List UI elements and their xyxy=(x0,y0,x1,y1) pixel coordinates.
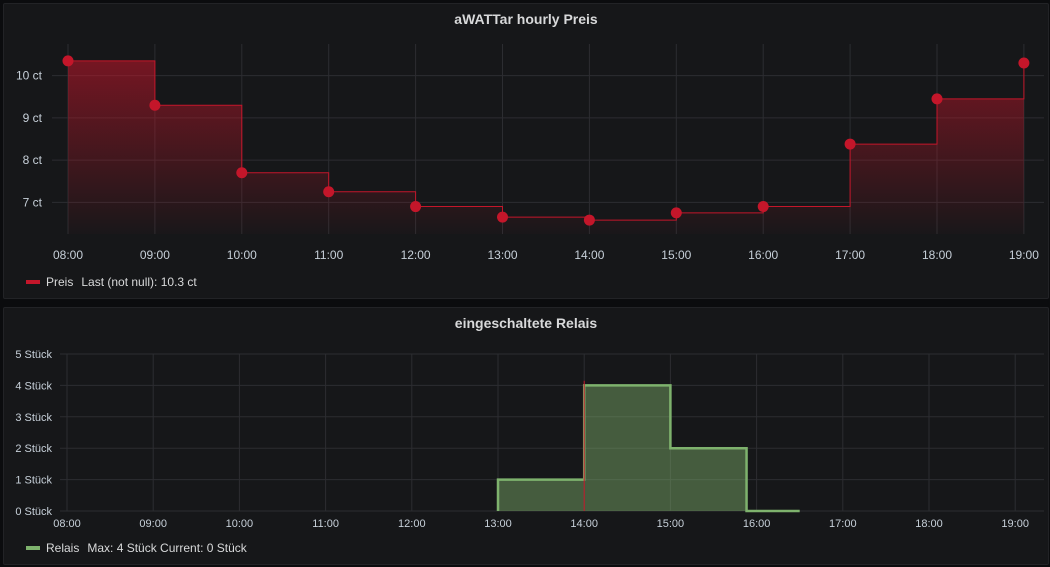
relay-x-tick: 13:00 xyxy=(484,518,512,530)
price-point xyxy=(844,138,856,150)
price-x-tick: 18:00 xyxy=(922,248,952,262)
relay-y-tick: 1 Stück xyxy=(15,475,52,487)
price-x-tick: 14:00 xyxy=(574,248,604,262)
price-point xyxy=(1018,57,1030,69)
price-point xyxy=(236,167,248,179)
relay-x-tick: 12:00 xyxy=(398,518,426,530)
relay-chart: 0 Stück 1 Stück 2 Stück 3 Stück 4 Stück 5 Stü… xyxy=(15,349,1044,530)
price-legend-stats: Last (not null): 10.3 ct xyxy=(81,275,197,289)
relay-x-tick: 19:00 xyxy=(1001,518,1029,530)
price-area xyxy=(68,60,1024,235)
relay-panel: eingeschaltete Relais 0 Stück 1 Stück 2 St… xyxy=(3,307,1049,565)
relay-x-tick: 09:00 xyxy=(139,518,167,530)
price-y-tick: 10 ct xyxy=(16,69,43,83)
price-point xyxy=(62,55,74,67)
price-y-tick: 8 ct xyxy=(23,153,43,167)
price-x-tick: 13:00 xyxy=(487,248,517,262)
price-point xyxy=(323,186,335,198)
price-point xyxy=(410,201,422,213)
price-point xyxy=(670,207,682,219)
price-x-tick: 16:00 xyxy=(748,248,778,262)
price-x-tick: 09:00 xyxy=(140,248,170,262)
price-y-tick: 7 ct xyxy=(23,195,43,209)
price-x-tick: 10:00 xyxy=(227,248,257,262)
relay-legend[interactable]: Relais Max: 4 Stück Current: 0 Stück xyxy=(26,541,247,555)
relay-y-tick: 4 Stück xyxy=(15,380,52,392)
relay-x-tick: 17:00 xyxy=(829,518,857,530)
relay-x-tick: 11:00 xyxy=(312,518,339,530)
relay-y-tick: 5 Stück xyxy=(15,349,52,361)
price-x-tick: 15:00 xyxy=(661,248,691,262)
price-x-tick: 19:00 xyxy=(1009,248,1039,262)
price-point xyxy=(931,93,943,105)
relay-line xyxy=(496,384,800,513)
price-x-tick: 11:00 xyxy=(314,248,343,262)
price-legend[interactable]: Preis Last (not null): 10.3 ct xyxy=(26,275,197,289)
relay-legend-swatch xyxy=(26,546,40,550)
relay-x-tick: 16:00 xyxy=(743,518,771,530)
price-point xyxy=(757,201,769,213)
price-point xyxy=(583,214,595,226)
price-legend-swatch xyxy=(26,280,40,284)
relay-panel-title[interactable]: eingeschaltete Relais xyxy=(454,315,598,331)
relay-legend-stats: Max: 4 Stück Current: 0 Stück xyxy=(87,541,247,555)
price-point xyxy=(149,99,161,111)
price-panel-title[interactable]: aWATTar hourly Preis xyxy=(454,11,598,27)
price-panel: aWATTar hourly Preis 7 ct 8 ct 9 ct 10 ct 08… xyxy=(3,3,1049,299)
price-y-tick: 9 ct xyxy=(23,111,43,125)
price-legend-name[interactable]: Preis xyxy=(46,275,74,289)
relay-y-tick: 3 Stück xyxy=(15,412,52,424)
price-x-tick: 12:00 xyxy=(401,248,431,262)
price-x-tick: 08:00 xyxy=(53,248,83,262)
relay-legend-name[interactable]: Relais xyxy=(46,541,80,555)
price-x-tick: 17:00 xyxy=(835,248,865,262)
relay-y-tick: 0 Stück xyxy=(15,506,52,518)
relay-x-tick: 14:00 xyxy=(570,518,598,530)
relay-y-tick: 2 Stück xyxy=(15,443,52,455)
relay-x-tick: 18:00 xyxy=(915,518,943,530)
relay-x-tick: 08:00 xyxy=(53,518,81,530)
relay-x-tick: 10:00 xyxy=(226,518,254,530)
price-point xyxy=(497,211,508,223)
price-chart: 7 ct 8 ct 9 ct 10 ct 08:00 09:00 10:00 11:00 12:… xyxy=(16,44,1044,262)
relay-x-tick: 15:00 xyxy=(657,518,685,530)
